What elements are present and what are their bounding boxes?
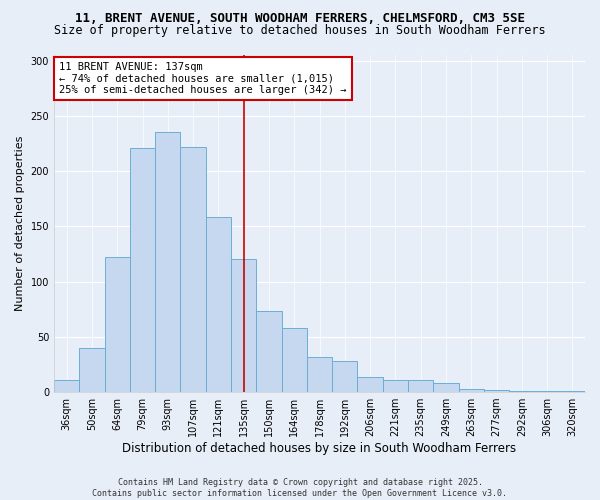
Bar xyxy=(104,257,130,392)
Bar xyxy=(181,146,206,392)
Bar xyxy=(535,391,560,392)
Bar xyxy=(256,312,281,392)
Bar xyxy=(54,380,79,392)
Bar xyxy=(206,218,231,392)
Bar xyxy=(358,376,383,392)
Bar xyxy=(281,328,307,392)
Bar xyxy=(433,383,458,392)
Bar xyxy=(307,356,332,392)
Bar xyxy=(484,390,509,392)
X-axis label: Distribution of detached houses by size in South Woodham Ferrers: Distribution of detached houses by size … xyxy=(122,442,517,455)
Bar xyxy=(231,260,256,392)
Text: 11, BRENT AVENUE, SOUTH WOODHAM FERRERS, CHELMSFORD, CM3 5SE: 11, BRENT AVENUE, SOUTH WOODHAM FERRERS,… xyxy=(75,12,525,26)
Y-axis label: Number of detached properties: Number of detached properties xyxy=(15,136,25,311)
Bar xyxy=(408,380,433,392)
Bar xyxy=(458,389,484,392)
Text: Contains HM Land Registry data © Crown copyright and database right 2025.
Contai: Contains HM Land Registry data © Crown c… xyxy=(92,478,508,498)
Bar xyxy=(332,361,358,392)
Text: Size of property relative to detached houses in South Woodham Ferrers: Size of property relative to detached ho… xyxy=(54,24,546,37)
Bar xyxy=(155,132,181,392)
Bar xyxy=(383,380,408,392)
Bar xyxy=(79,348,104,392)
Bar xyxy=(509,391,535,392)
Bar xyxy=(130,148,155,392)
Text: 11 BRENT AVENUE: 137sqm
← 74% of detached houses are smaller (1,015)
25% of semi: 11 BRENT AVENUE: 137sqm ← 74% of detache… xyxy=(59,62,347,95)
Bar xyxy=(560,391,585,392)
